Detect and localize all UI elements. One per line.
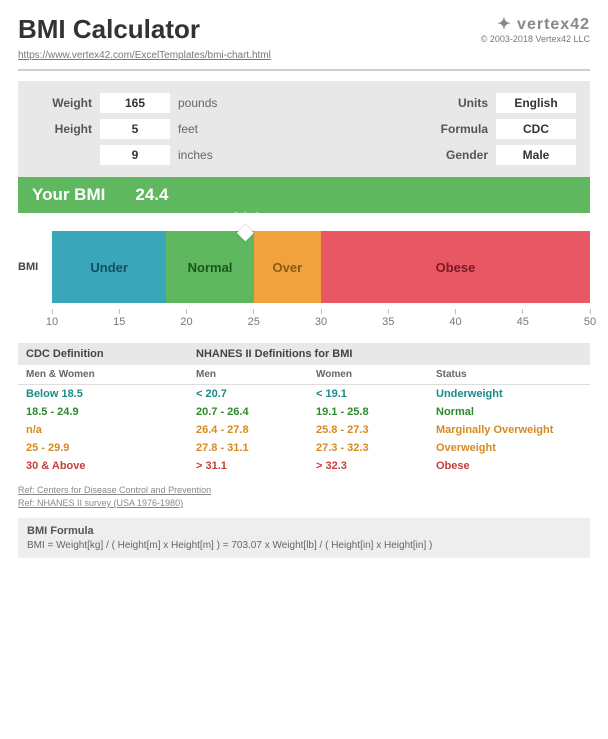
defs-col-header: Men [196,369,316,380]
axis-tick: 40 [449,309,461,328]
defs-row: 30 & Above> 31.1> 32.3Obese [18,457,590,475]
gender-select[interactable]: Male [496,145,576,165]
defs-cell: 25.8 - 27.3 [316,424,436,436]
height-in-input[interactable]: 9 [100,145,170,165]
result-value: 24.4 [135,185,168,205]
defs-cell: > 31.1 [196,460,316,472]
definitions-table: CDC Definition NHANES II Definitions for… [18,343,590,508]
defs-col-header: Status [436,369,582,380]
copyright: © 2003-2018 Vertex42 LLC [481,34,590,44]
formula-select[interactable]: CDC [496,119,576,139]
defs-cell: 30 & Above [26,460,196,472]
axis-tick: 10 [46,309,58,328]
page-title: BMI Calculator [18,14,271,45]
formula-label: Formula [428,122,488,136]
formula-text: BMI = Weight[kg] / ( Height[m] x Height[… [27,540,581,551]
defs-cell: < 20.7 [196,388,316,400]
defs-cell: Obese [436,460,582,472]
chart-segment-normal: Normal [166,231,253,303]
defs-cell: Overweight [436,442,582,454]
height-ft-units: feet [178,122,233,136]
defs-cell: 18.5 - 24.9 [26,406,196,418]
defs-row: 18.5 - 24.920.7 - 26.419.1 - 25.8Normal [18,403,590,421]
defs-cell: 25 - 29.9 [26,442,196,454]
defs-cell: > 32.3 [316,460,436,472]
header: BMI Calculator https://www.vertex42.com/… [18,14,590,71]
units-label: Units [428,96,488,110]
defs-cell: 27.8 - 31.1 [196,442,316,454]
weight-label: Weight [32,96,92,110]
height-ft-input[interactable]: 5 [100,119,170,139]
defs-row: n/a26.4 - 27.825.8 - 27.3Marginally Over… [18,421,590,439]
height-label: Height [32,122,92,136]
result-banner: Your BMI 24.4 [18,177,590,213]
marker-icon [237,225,254,242]
defs-row: Below 18.5< 20.7< 19.1Underweight [18,385,590,403]
defs-cell: Below 18.5 [26,388,196,400]
defs-col-header: Men & Women [26,369,196,380]
defs-head-cdc: CDC Definition [26,348,196,360]
reference-link[interactable]: Ref: Centers for Disease Control and Pre… [18,485,590,495]
chart-segment-obese: Obese [321,231,590,303]
defs-cell: Marginally Overweight [436,424,582,436]
chart-segment-under: Under [52,231,166,303]
reference-link[interactable]: Ref: NHANES II survey (USA 1976-1980) [18,498,590,508]
result-label: Your BMI [32,185,105,205]
defs-row: 25 - 29.927.8 - 31.127.3 - 32.3Overweigh… [18,439,590,457]
bmi-chart: BMI UnderNormalOverObese24.4 10152025303… [18,231,590,329]
defs-col-header: Women [316,369,436,380]
defs-head-nhanes: NHANES II Definitions for BMI [196,348,582,360]
defs-cell: 20.7 - 26.4 [196,406,316,418]
marker-label: 24.4 [232,209,259,225]
chart-axis-label: BMI [18,261,52,273]
units-select[interactable]: English [496,93,576,113]
source-link[interactable]: https://www.vertex42.com/ExcelTemplates/… [18,50,271,61]
chart-segment-over: Over [254,231,321,303]
defs-cell: Normal [436,406,582,418]
formula-box: BMI Formula BMI = Weight[kg] / ( Height[… [18,518,590,558]
input-panel: Weight 165 pounds Height 5 feet 9 inches… [18,81,590,177]
axis-tick: 45 [517,309,529,328]
defs-cell: 19.1 - 25.8 [316,406,436,418]
chart-marker: 24.4 [232,209,259,239]
gender-label: Gender [428,148,488,162]
axis-tick: 35 [382,309,394,328]
weight-units: pounds [178,96,233,110]
defs-cell: 27.3 - 32.3 [316,442,436,454]
defs-cell: Underweight [436,388,582,400]
axis-tick: 25 [248,309,260,328]
axis-tick: 50 [584,309,596,328]
formula-title: BMI Formula [27,525,581,537]
defs-cell: < 19.1 [316,388,436,400]
axis-tick: 15 [113,309,125,328]
defs-cell: 26.4 - 27.8 [196,424,316,436]
height-in-units: inches [178,148,233,162]
axis-tick: 30 [315,309,327,328]
weight-input[interactable]: 165 [100,93,170,113]
defs-cell: n/a [26,424,196,436]
logo: ✦ vertex42 [481,14,590,34]
axis-tick: 20 [180,309,192,328]
